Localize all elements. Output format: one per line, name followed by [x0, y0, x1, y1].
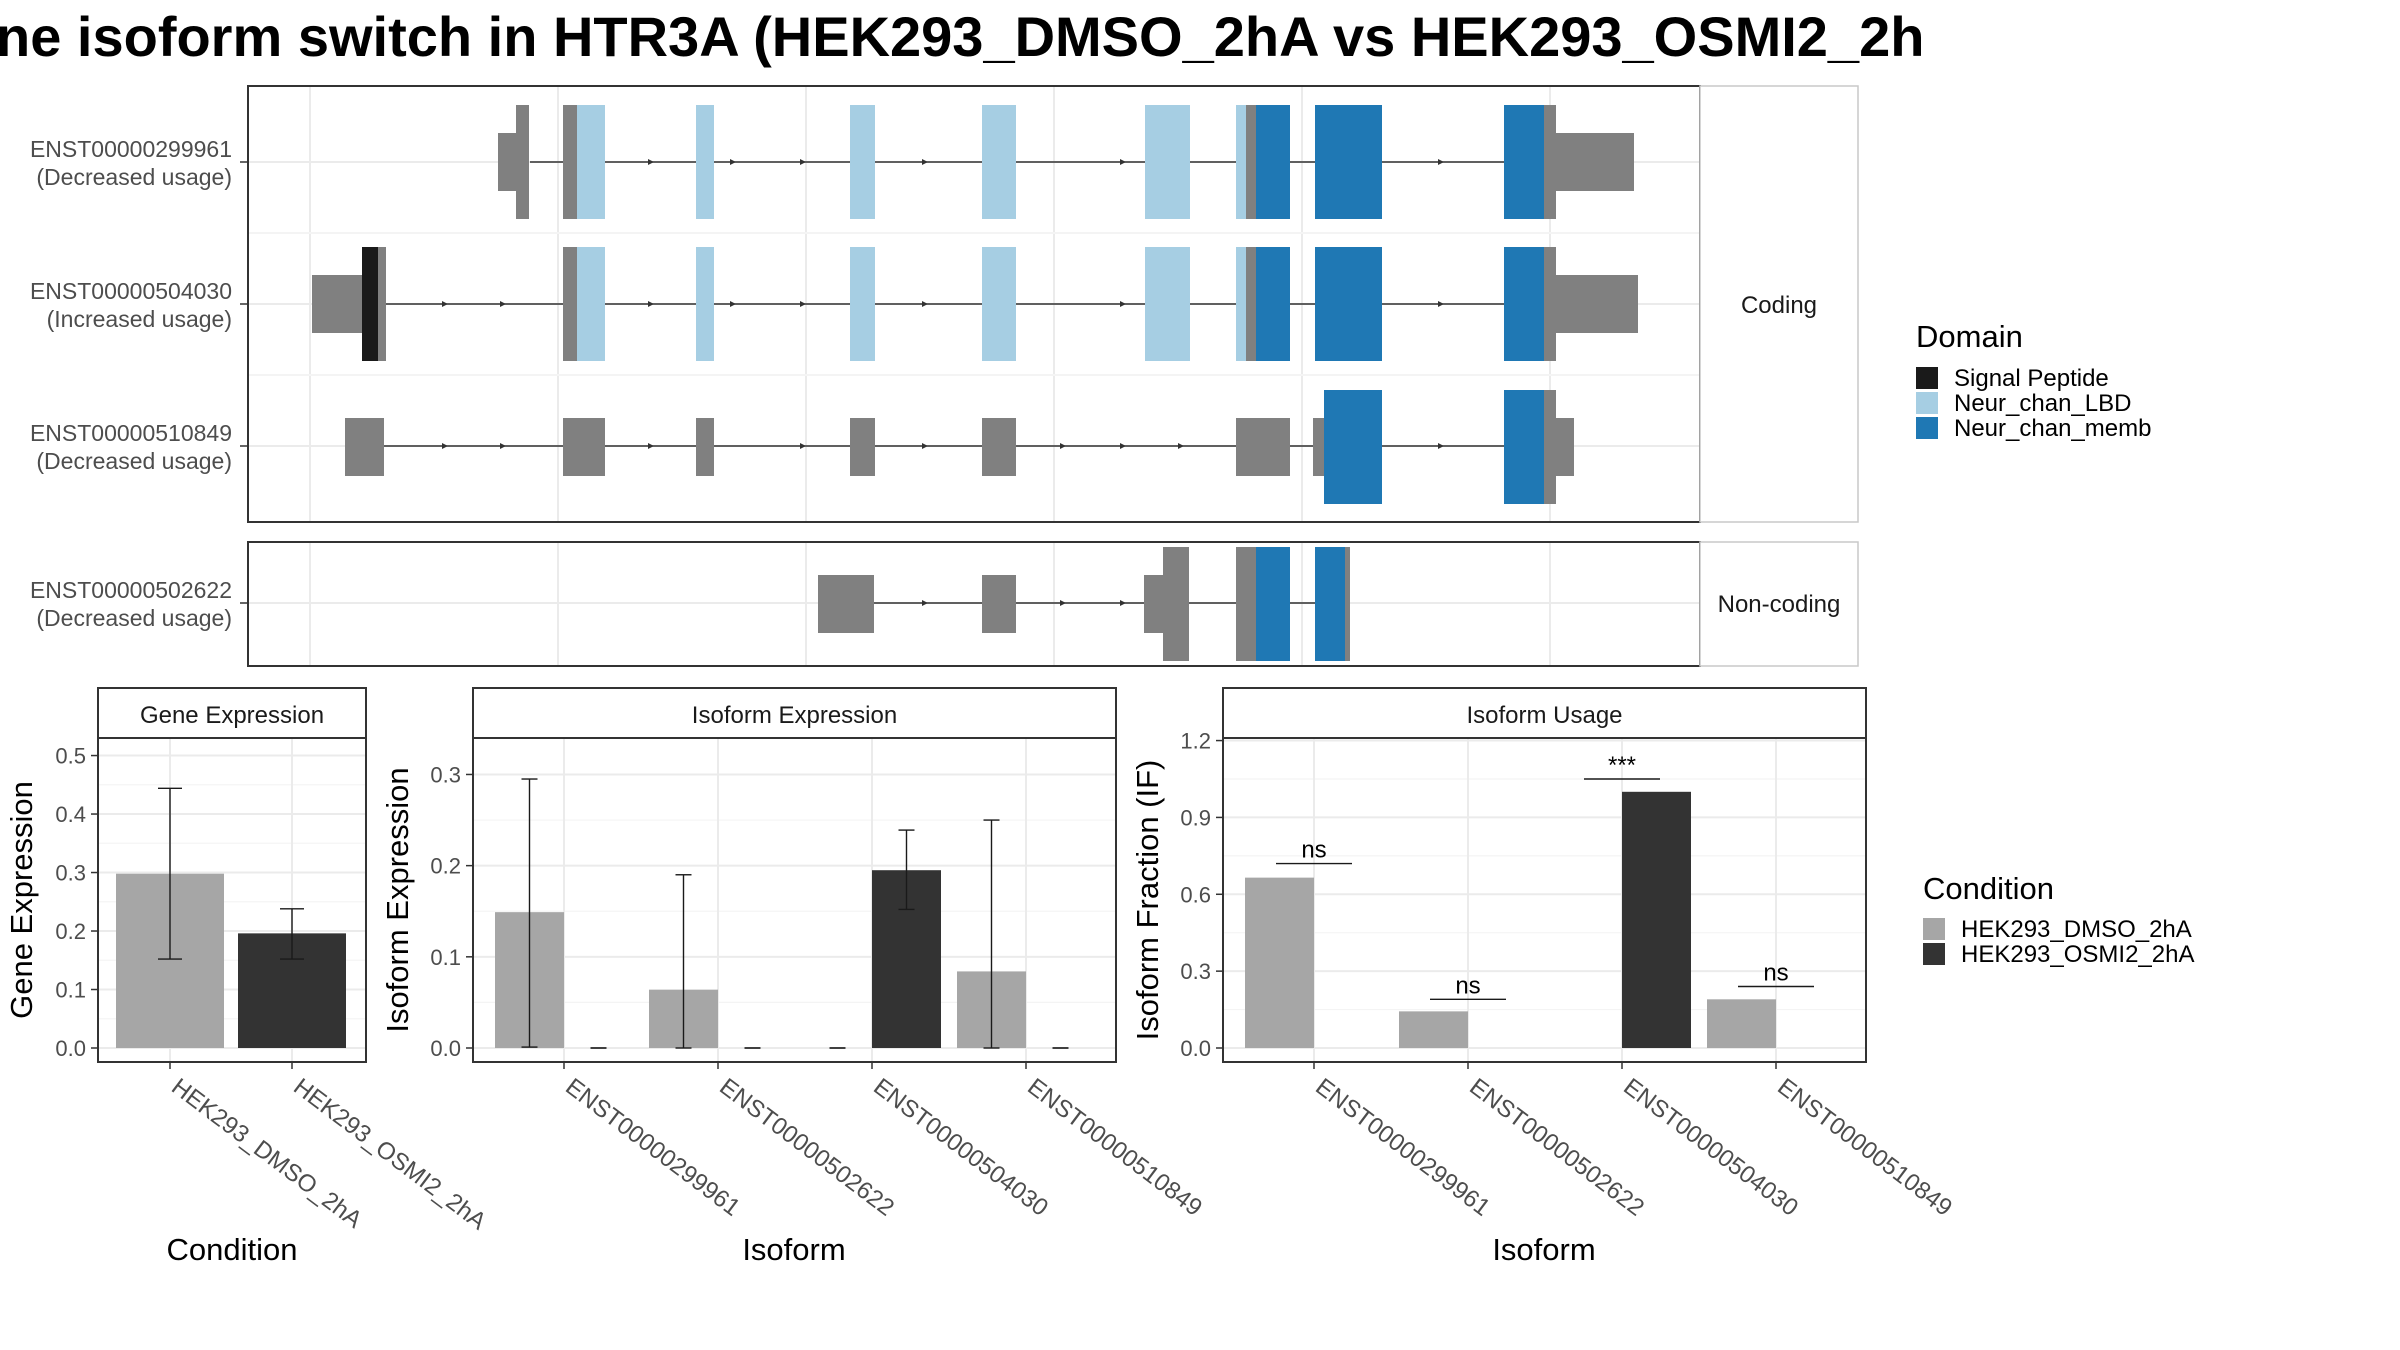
significance-label: ***	[1608, 752, 1636, 779]
facet-strip-title: Isoform Expression	[692, 702, 897, 729]
transcript-label: ENST00000502622	[30, 577, 232, 603]
significance-label: ns	[1763, 960, 1788, 987]
transcript-usage-label: (Increased usage)	[47, 306, 232, 332]
y-tick-label: 0.3	[430, 762, 461, 787]
bar	[1622, 791, 1691, 1048]
legend-key-neur-chan-memb	[1916, 417, 1938, 439]
y-axis-title: Isoform Fraction (IF)	[1130, 760, 1165, 1041]
gene-expression-chart: Gene Expression 0.0 0.1 0.2 0.3 0.4 0.5 HEK293_…	[4, 687, 491, 1267]
domain-legend-title: Domain	[1916, 319, 2023, 354]
x-axis-title: Isoform	[742, 1232, 845, 1267]
y-tick-label: 0.0	[1180, 1036, 1211, 1061]
bar	[1707, 999, 1776, 1048]
figure-title: ne isoform switch in HTR3A (HEK293_DMSO_…	[0, 5, 1924, 68]
legend-label: Neur_chan_LBD	[1954, 390, 2131, 417]
y-axis-title: Gene Expression	[4, 781, 39, 1019]
condition-legend: Condition HEK293_DMSO_2hA HEK293_OSMI2_2…	[1923, 871, 2194, 968]
y-tick-label: 0.5	[55, 744, 86, 769]
y-tick-label: 0.6	[1180, 882, 1211, 907]
facet-strip-title: Isoform Usage	[1466, 702, 1622, 729]
strip-label-coding: Coding	[1741, 292, 1817, 319]
facet-strip	[97, 687, 367, 739]
isoform-expression-chart: Isoform Expression0.00.10.20.3ENST000002…	[380, 687, 1207, 1267]
condition-legend-title: Condition	[1923, 871, 2054, 906]
y-tick-label: 0.0	[430, 1036, 461, 1061]
transcript-track	[498, 105, 1634, 219]
transcript-label: ENST00000510849	[30, 420, 232, 446]
legend-label: HEK293_OSMI2_2hA	[1961, 941, 2194, 968]
y-tick-label: 0.1	[55, 978, 86, 1003]
transcript-label: ENST00000299961	[30, 136, 232, 162]
y-tick-label: 0.9	[1180, 805, 1211, 830]
x-axis-title: Condition	[167, 1232, 298, 1267]
y-tick-label: 0.3	[55, 861, 86, 886]
facet-strip	[472, 687, 1117, 739]
bar	[1245, 877, 1314, 1048]
transcript-track	[312, 247, 1638, 361]
y-tick-label: 0.0	[55, 1036, 86, 1061]
facet-strip	[1222, 687, 1867, 739]
significance-label: ns	[1301, 837, 1326, 864]
transcript-track	[818, 547, 1350, 661]
transcript-usage-label: (Decreased usage)	[36, 164, 232, 190]
legend-key-signal-peptide	[1916, 367, 1938, 389]
transcript-label: ENST00000504030	[30, 278, 232, 304]
legend-key-osmi	[1923, 943, 1945, 965]
y-tick-label: 0.2	[430, 854, 461, 879]
y-tick-label: 0.1	[430, 945, 461, 970]
legend-label: HEK293_DMSO_2hA	[1961, 916, 2192, 943]
y-axis-title: Isoform Expression	[380, 767, 415, 1032]
transcript-track	[345, 390, 1574, 504]
y-tick-label: 0.4	[55, 802, 86, 827]
x-axis-title: Isoform	[1492, 1232, 1595, 1267]
y-tick-label: 0.2	[55, 919, 86, 944]
domain-legend: Domain Signal Peptide Neur_chan_LBD Neur…	[1916, 319, 2151, 442]
legend-label: Signal Peptide	[1954, 365, 2109, 392]
y-tick-label: 1.2	[1180, 729, 1211, 754]
legend-label: Neur_chan_memb	[1954, 415, 2151, 442]
strip-label-noncoding: Non-coding	[1718, 591, 1841, 618]
legend-key-dmso	[1923, 918, 1945, 940]
transcript-usage-label: (Decreased usage)	[36, 448, 232, 474]
x-tick-label: HEK293_OSMI2_2hA	[288, 1073, 491, 1235]
facet-strip-title: Gene Expression	[140, 702, 324, 729]
y-tick-label: 0.3	[1180, 959, 1211, 984]
bar	[1399, 1011, 1468, 1048]
significance-label: ns	[1455, 972, 1480, 999]
legend-key-neur-chan-lbd	[1916, 392, 1938, 414]
transcript-usage-label: (Decreased usage)	[36, 605, 232, 631]
transcript-structure-panel: Coding Non-	[30, 85, 1859, 667]
